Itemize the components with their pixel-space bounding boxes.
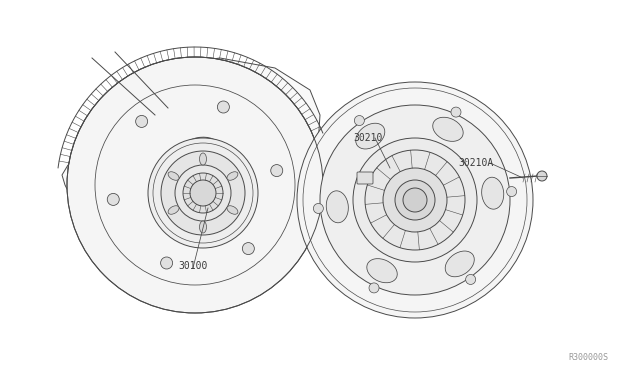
Ellipse shape (445, 251, 474, 277)
Ellipse shape (367, 259, 397, 283)
Ellipse shape (482, 177, 504, 209)
Circle shape (466, 275, 476, 285)
Circle shape (161, 151, 245, 235)
Circle shape (161, 257, 173, 269)
Circle shape (183, 173, 223, 213)
Circle shape (403, 188, 427, 212)
Ellipse shape (168, 172, 179, 180)
Ellipse shape (168, 206, 179, 214)
Circle shape (243, 243, 254, 254)
FancyBboxPatch shape (357, 172, 373, 184)
Ellipse shape (200, 221, 207, 233)
Circle shape (369, 283, 379, 293)
Circle shape (136, 115, 148, 128)
Circle shape (395, 180, 435, 220)
Ellipse shape (227, 206, 238, 214)
Circle shape (190, 180, 216, 206)
Text: 30210A: 30210A (458, 158, 493, 168)
Ellipse shape (200, 153, 207, 165)
Ellipse shape (180, 137, 220, 163)
Circle shape (108, 193, 119, 205)
Ellipse shape (227, 172, 238, 180)
Circle shape (148, 138, 258, 248)
Circle shape (320, 105, 510, 295)
Circle shape (451, 107, 461, 117)
Ellipse shape (433, 117, 463, 141)
Circle shape (355, 116, 364, 125)
Text: 30100: 30100 (178, 261, 207, 271)
Ellipse shape (326, 191, 348, 223)
Circle shape (365, 150, 465, 250)
Circle shape (218, 101, 229, 113)
Ellipse shape (356, 123, 385, 149)
Circle shape (353, 138, 477, 262)
Circle shape (314, 203, 323, 214)
Circle shape (383, 168, 447, 232)
Circle shape (67, 57, 323, 313)
Circle shape (507, 186, 516, 196)
Text: R300000S: R300000S (568, 353, 608, 362)
Circle shape (271, 164, 283, 177)
Circle shape (175, 165, 231, 221)
Circle shape (297, 82, 533, 318)
Polygon shape (62, 58, 320, 208)
Text: 30210: 30210 (353, 133, 382, 143)
Circle shape (537, 171, 547, 181)
